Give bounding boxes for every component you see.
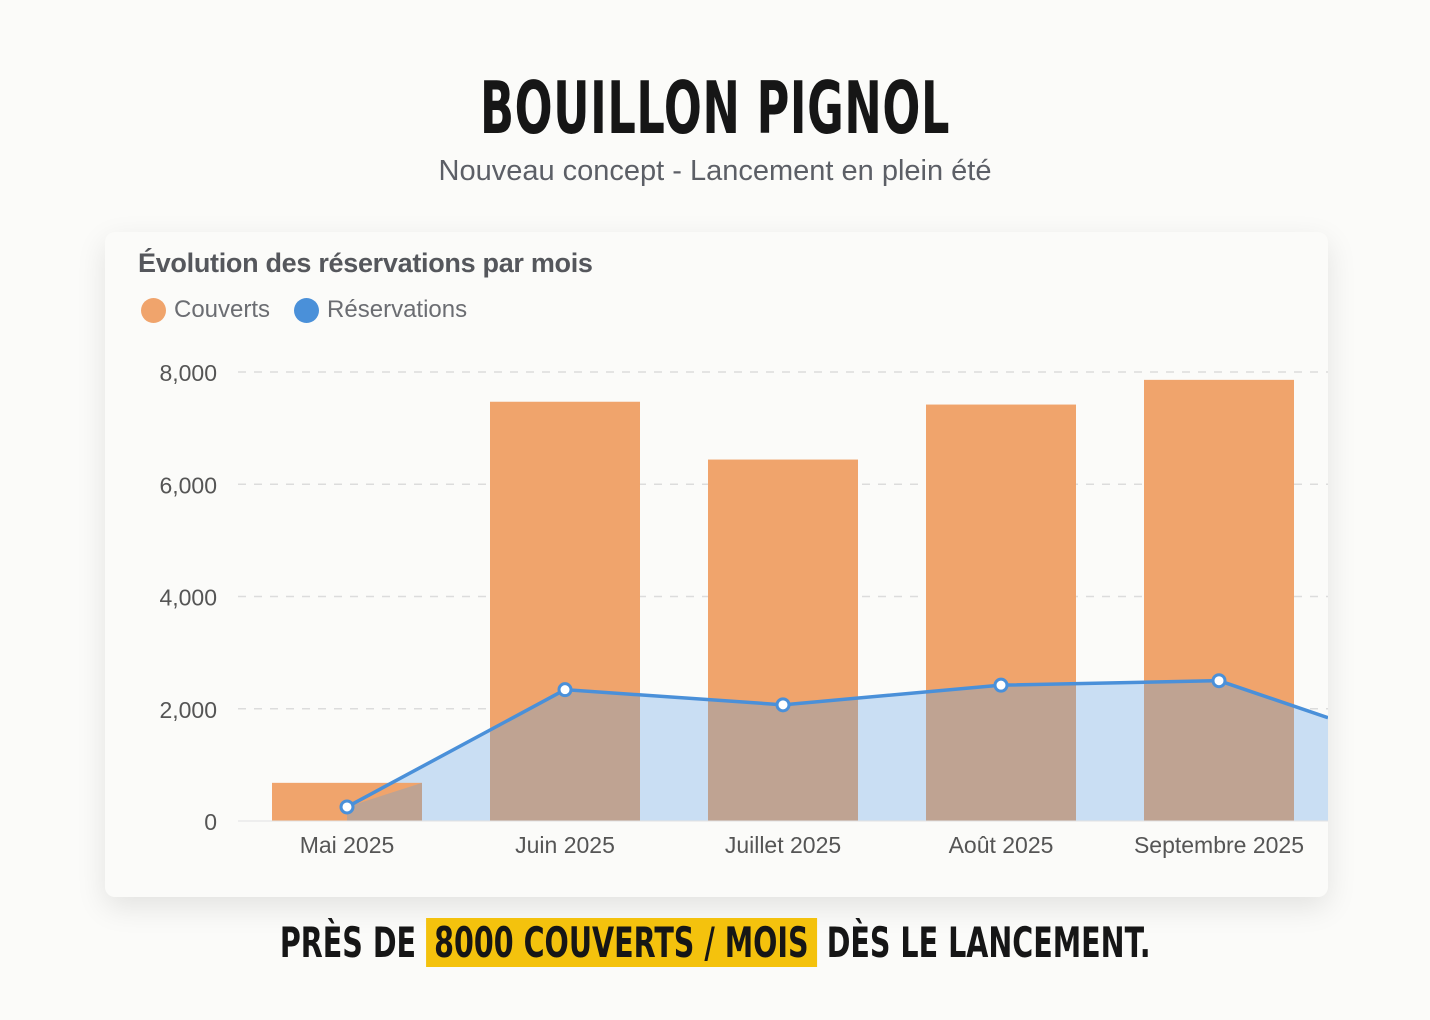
bar-overlap	[1144, 680, 1294, 821]
bar-overlap	[926, 683, 1076, 821]
x-tick-label: Mai 2025	[300, 832, 395, 858]
y-tick-label: 6,000	[159, 472, 217, 498]
chart-card: Évolution des réservations par mois Couv…	[105, 232, 1328, 897]
reservations-point	[1211, 673, 1227, 689]
chart-legend: Couverts Réservations	[141, 296, 491, 324]
reservations-point	[993, 677, 1009, 693]
y-tick-label: 2,000	[159, 697, 217, 723]
y-tick-label: 0	[204, 809, 217, 835]
page-subtitle: Nouveau concept - Lancement en plein été	[438, 155, 992, 187]
caption-after: DÈS LE LANCEMENT.	[826, 918, 1151, 967]
x-tick-label: Septembre 2025	[1134, 832, 1304, 858]
reservations-point	[775, 697, 791, 713]
bar-overlap	[347, 782, 422, 821]
legend-item-couverts[interactable]: Couverts	[141, 296, 270, 324]
caption-before: PRÈS DE	[279, 918, 416, 967]
bar-overlap	[708, 698, 858, 821]
chart-title: Évolution des réservations par mois	[138, 248, 593, 278]
legend-label-reservations: Réservations	[327, 296, 468, 323]
x-tick-label: Août 2025	[949, 832, 1054, 858]
page-title: BOUILLON PIGNOL	[0, 66, 1430, 150]
x-tick-label: Juillet 2025	[725, 832, 841, 858]
caption-highlight: 8000 COUVERTS / MOIS	[425, 918, 817, 967]
legend-dot-reservations	[294, 297, 320, 323]
legend-item-reservations[interactable]: Réservations	[294, 296, 467, 324]
reservations-point	[557, 682, 573, 698]
legend-dot-couverts	[141, 297, 166, 323]
caption: PRÈS DE 8000 COUVERTS / MOIS DÈS LE LANC…	[0, 918, 1430, 967]
reservations-point	[339, 799, 355, 815]
y-tick-label: 4,000	[159, 585, 217, 611]
bar-overlap	[490, 689, 640, 821]
y-tick-label: 8,000	[159, 360, 217, 386]
legend-label-couverts: Couverts	[174, 296, 271, 323]
page-title-text: BOUILLON PIGNOL	[480, 66, 950, 150]
x-tick-label: Juin 2025	[515, 832, 615, 858]
reservations-line	[346, 678, 1328, 809]
chart-svg: 0 2,000 4,000 6,000 8,000 Mai 2025 Juin 2025 Ju…	[159, 360, 1328, 858]
